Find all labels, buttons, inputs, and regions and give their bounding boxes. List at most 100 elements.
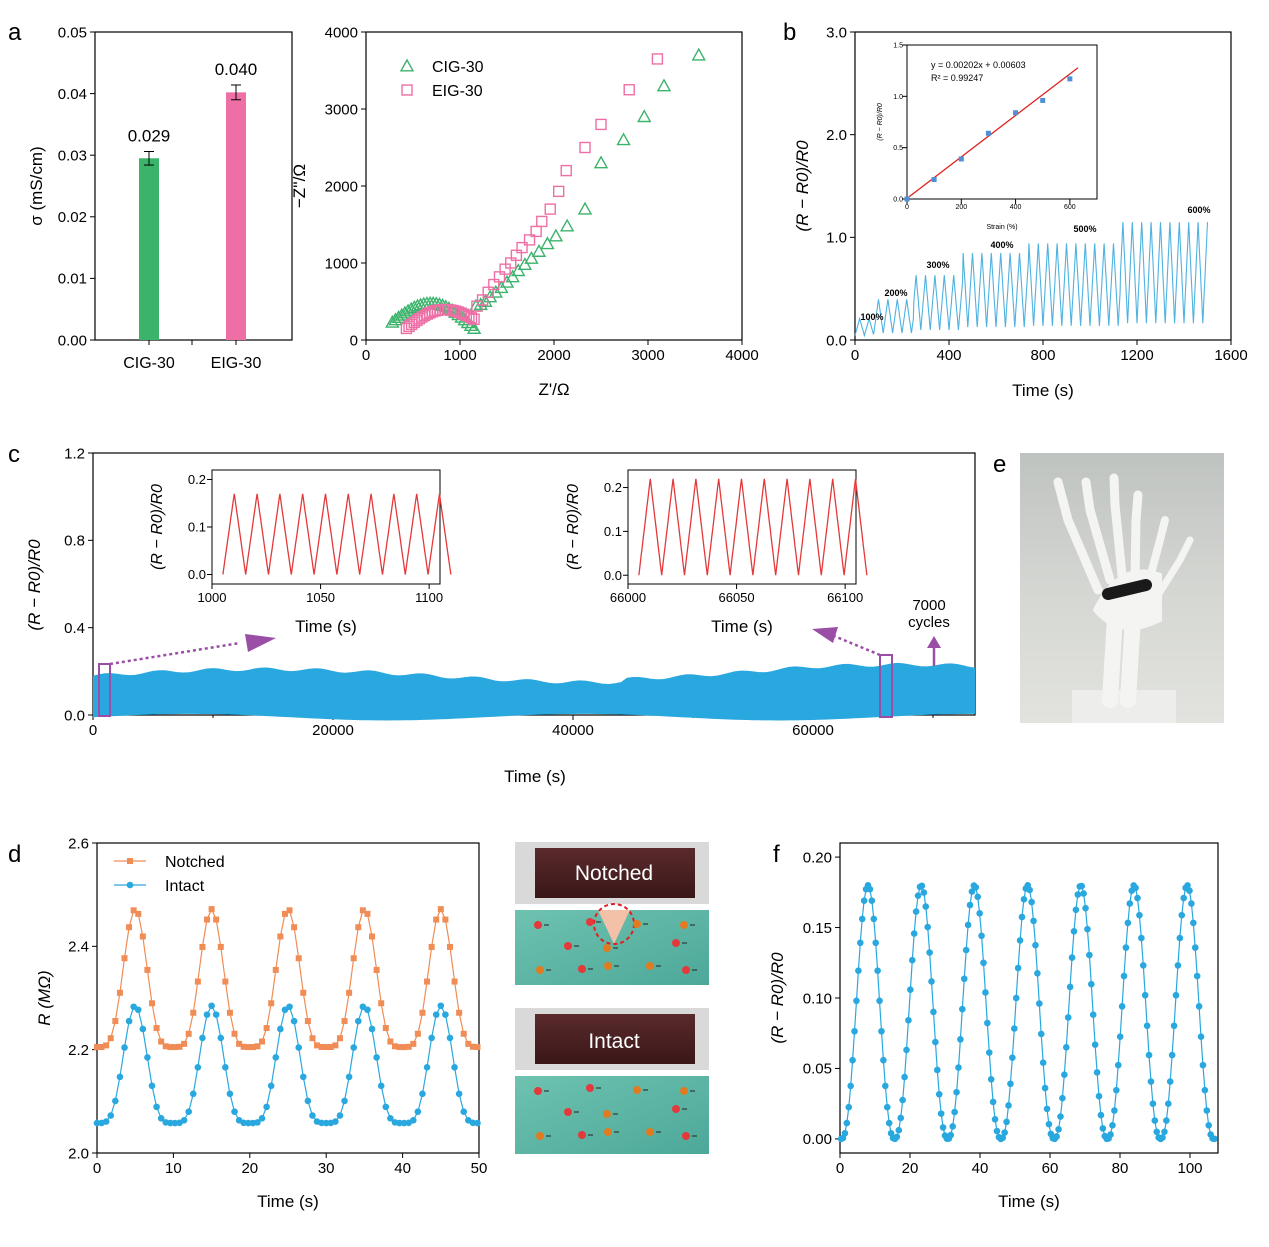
x-tick-label: 1200 xyxy=(1120,347,1153,364)
x-tick-label: 40 xyxy=(972,1160,989,1177)
cycling-point xyxy=(849,1056,856,1064)
intact-point xyxy=(263,1103,270,1111)
intact-point xyxy=(180,1116,188,1124)
notched-point xyxy=(158,1038,165,1045)
x-tick-label: 0 xyxy=(93,1160,101,1177)
cycling-point xyxy=(1145,1051,1153,1059)
notched-point xyxy=(309,1035,316,1042)
notched-point xyxy=(240,1043,247,1050)
legend-label: EIG-30 xyxy=(432,83,483,100)
cycling-point xyxy=(1014,964,1022,972)
cycling-point xyxy=(1041,1084,1049,1092)
cycling-point xyxy=(1080,890,1087,897)
strain-level-label: 100% xyxy=(860,312,883,322)
x-tick-label: 0 xyxy=(836,1160,844,1177)
y-tick-label: 0.00 xyxy=(58,332,87,349)
notched-point xyxy=(369,933,376,940)
y-tick-label: 0.4 xyxy=(64,620,85,637)
intact-point xyxy=(139,1025,147,1033)
intact-point xyxy=(277,1025,284,1033)
cycling-point xyxy=(951,1108,958,1116)
intact-point xyxy=(267,1082,275,1090)
cycling-point xyxy=(932,1038,939,1046)
anion-dot xyxy=(633,1086,641,1094)
notched-point xyxy=(268,1000,275,1007)
cig-30-point xyxy=(559,218,575,232)
cycles-unit-label: cycles xyxy=(908,614,950,631)
x-tick-label: 600 xyxy=(1064,204,1076,211)
notched-photo-label: Notched xyxy=(575,862,653,885)
panel-letter-d: d xyxy=(8,841,21,868)
zoom-arrow-left xyxy=(109,641,241,666)
cycling-point xyxy=(1074,891,1082,898)
cycling-point xyxy=(1113,1086,1120,1094)
cycling-point xyxy=(1136,911,1143,919)
cycling-point xyxy=(847,1082,854,1090)
cation-dot xyxy=(682,966,690,974)
cig-30-point xyxy=(517,257,533,271)
legend-label: Notched xyxy=(165,854,225,871)
x-tick-label: 3000 xyxy=(631,347,664,364)
cycling-point xyxy=(1036,1000,1043,1007)
cycling-point xyxy=(964,921,972,929)
x-tick-label: 60 xyxy=(1042,1160,1059,1177)
cycles-arrowhead xyxy=(927,636,941,648)
cycling-point xyxy=(993,1127,1001,1135)
inset-point xyxy=(985,130,991,136)
intact-point xyxy=(254,1119,261,1126)
x-tick-label: 40 xyxy=(394,1160,411,1177)
notched-point xyxy=(465,1040,472,1047)
fit-equation: y = 0.00202x + 0.00603 xyxy=(931,60,1026,70)
intact-point xyxy=(272,1054,280,1061)
intact-point xyxy=(157,1115,165,1122)
cycling-point xyxy=(934,1066,941,1074)
cycling-point xyxy=(1193,972,1201,980)
cig-30-point xyxy=(524,250,539,264)
cycling-point xyxy=(1205,1122,1213,1129)
x-tick-label: 66100 xyxy=(827,590,863,605)
intact-point xyxy=(451,1064,458,1071)
cycling-point xyxy=(872,939,879,947)
intact-point xyxy=(116,1073,124,1081)
cig-30-point xyxy=(548,228,564,242)
notched-point xyxy=(194,978,201,985)
y-tick-label: 0.2 xyxy=(604,480,622,495)
eig-30-point xyxy=(516,241,528,254)
cycling-point xyxy=(874,967,881,974)
cig-30-point xyxy=(616,132,631,146)
cycling-point xyxy=(1139,962,1147,969)
cycling-point xyxy=(1107,1131,1114,1138)
notched-point xyxy=(153,1025,160,1032)
cycling-point xyxy=(845,1103,853,1111)
notched-point xyxy=(469,1043,476,1050)
cation-dot xyxy=(586,1084,594,1092)
cycling-point xyxy=(1001,1129,1008,1136)
panel-e-hand-photo xyxy=(1020,453,1224,723)
y-axis-title: −Z''/Ω xyxy=(290,164,309,208)
y-tick-label: 0.10 xyxy=(803,990,832,1007)
x-tick-label: 0 xyxy=(89,722,97,739)
cycling-point xyxy=(1141,991,1149,999)
cycling-point xyxy=(1078,882,1085,890)
intact-point xyxy=(286,1003,293,1011)
intact-point xyxy=(354,1017,362,1025)
anion-dot xyxy=(646,962,654,970)
intact-point xyxy=(290,1017,298,1025)
notched-point xyxy=(199,943,206,950)
cation-dot xyxy=(682,1132,690,1140)
y-tick-label: 0.05 xyxy=(803,1061,832,1078)
y-tick-label: 1.0 xyxy=(893,94,903,101)
intact-point xyxy=(189,1090,197,1098)
notched-point xyxy=(126,924,133,931)
notched-point xyxy=(121,955,128,962)
cation-dot xyxy=(534,921,542,929)
cycling-point xyxy=(991,1115,999,1123)
eig-30-point xyxy=(544,203,556,215)
panel-c-long-term-cycling: 0 20000 40000 60000 0.0 0.4 0.8 1.2 1000 1050 110… xyxy=(25,445,976,786)
notched-point xyxy=(314,1042,321,1049)
strain-level-label: 500% xyxy=(1073,224,1096,234)
intact-point xyxy=(442,1011,449,1018)
x-tick-label: 1600 xyxy=(1214,347,1247,364)
y-tick-label: 2.2 xyxy=(68,1042,89,1059)
intact-point xyxy=(112,1097,119,1105)
